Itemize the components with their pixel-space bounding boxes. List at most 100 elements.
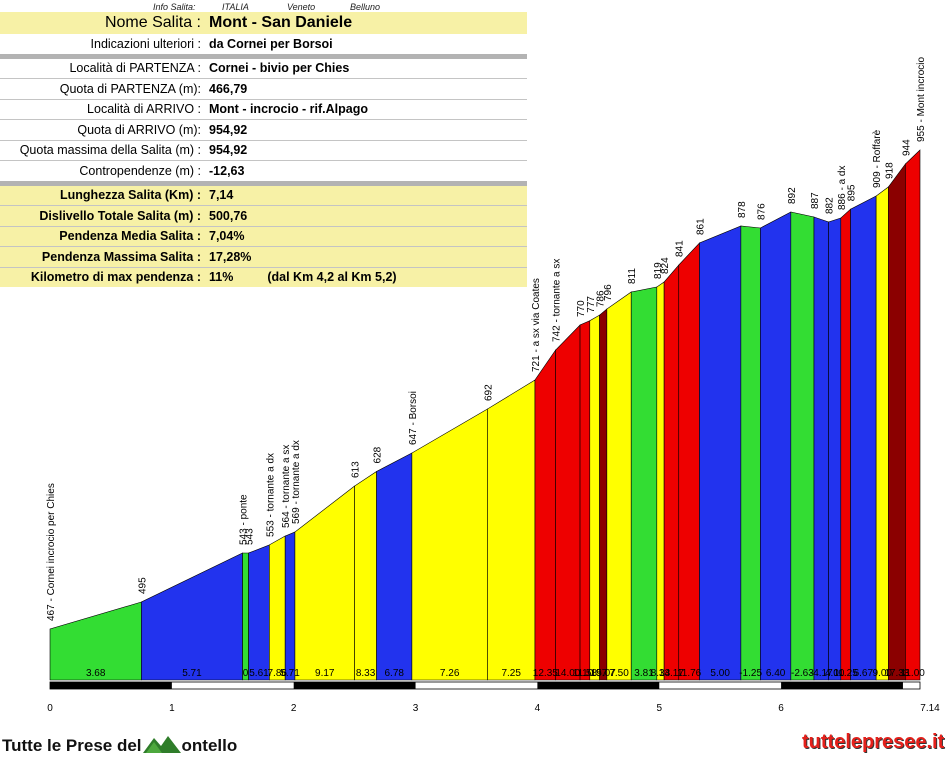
slope-label: 9.00 — [872, 668, 892, 679]
slope-label: 6.40 — [766, 668, 786, 679]
profile-segment-15 — [599, 308, 608, 681]
slope-label: 5.71 — [182, 668, 202, 679]
altitude-label: 819 — [653, 262, 664, 279]
avg-gradient-row: Pendenza Media Salita : 7,04% — [0, 226, 527, 246]
altitude-label: 811 — [627, 268, 638, 284]
altitude-label: 721 - a sx via Coates — [531, 278, 542, 372]
profile-segment-17 — [630, 286, 658, 681]
profile-segment-19 — [663, 264, 680, 681]
max-gradient-km-label: Kilometro di max pendenza : — [30, 270, 201, 285]
header-prefix: Info Salita: — [153, 2, 196, 12]
x-tick-label: 7.14 — [920, 703, 940, 714]
profile-segment-7 — [354, 470, 377, 681]
length-value: 7,14 — [209, 188, 234, 203]
profile-segment-13 — [579, 320, 591, 681]
slope-label: 7.25 — [501, 668, 521, 679]
altitude-label: 786 — [596, 290, 607, 307]
elevation-gain-label: Dislivello Totale Salita (m) : — [39, 208, 201, 223]
slope-label: 5.00 — [710, 668, 730, 679]
profile-segment-10 — [487, 379, 536, 681]
start-place-value: Cornei - bivio per Chies — [209, 61, 350, 76]
slope-label: 11.76 — [677, 668, 702, 679]
slope-label: -1.25 — [739, 668, 762, 679]
profile-segment-29 — [875, 186, 889, 681]
slope-label: 15.07 — [591, 668, 616, 679]
profile-segment-11 — [534, 349, 556, 681]
slope-label: 17.33 — [884, 668, 909, 679]
altitude-label: 647 - Borsoi — [408, 391, 419, 445]
max-altitude-row: Quota massima della Salita (m) : 954,92 — [0, 141, 527, 161]
profile-segment-28 — [850, 195, 877, 681]
slope-label: 3.68 — [86, 668, 106, 679]
slope-label: 12.35 — [533, 668, 558, 679]
distance-axis: 0 1 2 3 4 5 6 7.14 — [47, 681, 940, 714]
altitude-label: 495 — [137, 577, 148, 594]
max-gradient-label: Pendenza Massima Salita : — [41, 249, 201, 264]
end-place-value: Mont - incrocio - rif.Alpago — [209, 102, 369, 117]
x-tick-label: 2 — [291, 703, 297, 714]
climb-name: Mont - San Daniele — [209, 14, 353, 31]
distance-block — [50, 682, 172, 689]
x-tick-label: 4 — [535, 703, 541, 714]
slope-label: -4.17 — [810, 668, 833, 679]
max-altitude-value: 954,92 — [209, 143, 248, 158]
profile-segment-12 — [555, 324, 581, 681]
altitude-labels: 467 - Cornei incrocio per Chies 495 543 - … — [46, 57, 927, 621]
x-tick-label: 1 — [169, 703, 175, 714]
altitude-label: 796 — [603, 284, 614, 301]
site-logo-right: tuttelepresee.it — [802, 731, 945, 753]
profile-segment-21 — [699, 225, 742, 681]
altitude-label: 742 - tornante a sx — [552, 259, 563, 342]
slope-label: 9.17 — [315, 668, 335, 679]
info-header: Info Salita: ITALIA Veneto Belluno — [0, 2, 525, 14]
max-gradient-row: Pendenza Massima Salita : 17,28% — [0, 247, 527, 267]
indications-row: Indicazioni ulteriori : da Cornei per Bo… — [0, 34, 527, 54]
slope-label: 8.33 — [356, 668, 376, 679]
altitude-label: 770 — [576, 300, 587, 317]
profile-segment-2 — [242, 552, 249, 681]
profile-segment-14 — [589, 314, 600, 681]
altitude-label: 895 — [847, 184, 858, 201]
slope-label: -2.63 — [791, 668, 814, 679]
counter-slopes-label: Contropendenze (m) : — [79, 163, 201, 178]
start-place-row: Località di PARTENZA : Cornei - bivio pe… — [0, 59, 527, 79]
profile-segment-3 — [248, 544, 270, 681]
altitude-label: 861 — [695, 218, 706, 235]
distance-block — [781, 682, 903, 689]
length-label: Lunghezza Salita (Km) : — [60, 188, 201, 203]
indications-label: Indicazioni ulteriori : — [90, 36, 201, 51]
altitude-label: 543 - ponte — [239, 494, 250, 545]
start-place-label: Località di PARTENZA : — [69, 61, 201, 76]
counter-slopes-row: Contropendenze (m) : -12,63 — [0, 161, 527, 181]
profile-segment-9 — [411, 408, 488, 681]
separator — [0, 53, 527, 59]
end-altitude-value: 954,92 — [209, 122, 248, 137]
site-logo-left: Tutte le Prese del ontello — [2, 732, 237, 759]
profile-segment-5 — [284, 531, 296, 681]
x-tick-label: 5 — [656, 703, 662, 714]
profile-segment-4 — [269, 535, 286, 681]
altitude-label: 878 — [737, 201, 748, 218]
slope-label: 11.25 — [834, 668, 859, 679]
counter-slopes-value: -12,63 — [209, 163, 245, 178]
length-row: Lunghezza Salita (Km) : 7,14 — [0, 185, 527, 205]
altitude-label: 777 — [586, 296, 597, 313]
start-altitude-label: Quota di PARTENZA (m): — [59, 81, 201, 96]
profile-segment-1 — [141, 552, 243, 681]
slope-label: 6.67 — [854, 668, 874, 679]
end-altitude-label: Quota di ARRIVO (m): — [77, 122, 201, 137]
altitude-label: 569 - tornante a dx — [291, 440, 302, 524]
profile-segment-23 — [760, 211, 792, 681]
end-place-row: Località di ARRIVO : Mont - incrocio - r… — [0, 100, 527, 120]
elevation-gain-row: Dislivello Totale Salita (m) : 500,76 — [0, 206, 527, 226]
climb-name-row: Nome Salita : Mont - San Daniele — [0, 12, 527, 34]
profile-segment-30 — [888, 163, 906, 681]
slope-label: 11.58 — [573, 668, 598, 679]
avg-gradient-value: 7,04% — [209, 229, 245, 244]
slope-label: 11.00 — [901, 668, 926, 679]
altitude-label: 882 — [825, 197, 836, 214]
altitude-label: 892 — [787, 187, 798, 204]
altitude-label: 909 - Roffarè — [872, 129, 883, 188]
slope-label: 5.61 — [249, 668, 269, 679]
